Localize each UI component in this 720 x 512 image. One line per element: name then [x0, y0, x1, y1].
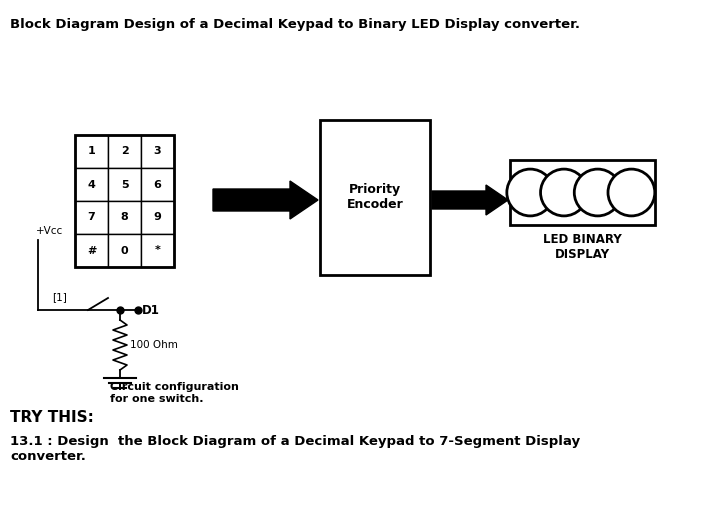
Text: 100 Ohm: 100 Ohm — [130, 340, 178, 350]
Text: 6: 6 — [153, 180, 161, 189]
Bar — [510, 160, 655, 225]
Text: 7: 7 — [88, 212, 95, 223]
Text: Block Diagram Design of a Decimal Keypad to Binary LED Display converter.: Block Diagram Design of a Decimal Keypad… — [10, 18, 580, 31]
Text: DO - D11: DO - D11 — [222, 188, 281, 202]
Bar — [108, 234, 141, 267]
Bar — [75, 234, 108, 267]
Bar — [75, 168, 108, 201]
Text: 9: 9 — [153, 212, 161, 223]
Bar — [320, 120, 430, 275]
Bar — [75, 135, 174, 267]
Bar — [141, 234, 174, 267]
Circle shape — [507, 169, 554, 216]
Bar — [141, 201, 174, 234]
Text: Q0-Q3: Q0-Q3 — [442, 193, 481, 203]
Text: +Vcc: +Vcc — [36, 226, 63, 236]
Text: 13.1 : Design  the Block Diagram of a Decimal Keypad to 7-Segment Display
conver: 13.1 : Design the Block Diagram of a Dec… — [10, 435, 580, 463]
Text: Circuit configuration
for one switch.: Circuit configuration for one switch. — [110, 382, 239, 403]
Bar — [141, 135, 174, 168]
Text: 4: 4 — [88, 180, 96, 189]
Bar — [141, 168, 174, 201]
Text: 2: 2 — [121, 146, 128, 157]
FancyArrow shape — [213, 181, 318, 219]
Text: *: * — [155, 245, 161, 255]
FancyArrow shape — [432, 185, 508, 215]
Text: 8: 8 — [121, 212, 128, 223]
Text: 0: 0 — [121, 245, 128, 255]
Circle shape — [541, 169, 588, 216]
Circle shape — [608, 169, 654, 216]
Text: Priority
Encoder: Priority Encoder — [346, 183, 403, 211]
Bar — [108, 135, 141, 168]
Bar — [75, 135, 108, 168]
Text: 1: 1 — [88, 146, 95, 157]
Text: 5: 5 — [121, 180, 128, 189]
Text: #: # — [87, 245, 96, 255]
Text: LED BINARY
DISPLAY: LED BINARY DISPLAY — [543, 233, 622, 261]
Text: 3: 3 — [153, 146, 161, 157]
Bar — [108, 168, 141, 201]
Bar — [75, 201, 108, 234]
Circle shape — [575, 169, 621, 216]
Text: D1: D1 — [142, 304, 160, 316]
Text: TRY THIS:: TRY THIS: — [10, 410, 94, 425]
Bar — [108, 201, 141, 234]
Text: [1]: [1] — [52, 292, 67, 302]
